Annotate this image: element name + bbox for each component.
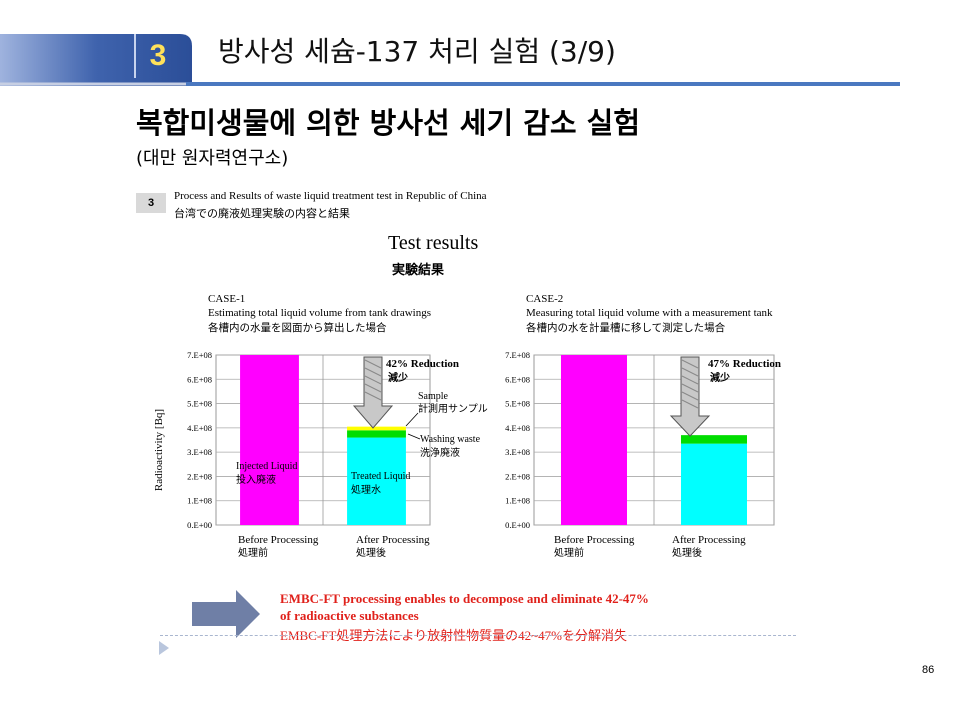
y-tick-label: 6.E+08 [505, 374, 530, 384]
reduction-label: 47% Reduction [708, 358, 781, 370]
y-tick-label: 1.E+08 [187, 496, 212, 506]
sample-label: Sample [418, 391, 449, 402]
case2-chart: 0.E+00 1.E+08 2.E+08 3.E+08 4.E+08 5.E+08 6.E+… [505, 350, 781, 559]
case2-title: CASE-2 [526, 293, 564, 305]
page-number: 86 [922, 664, 935, 676]
y-tick-label: 6.E+08 [187, 374, 212, 384]
right-arrow-icon [192, 590, 260, 638]
case2-desc-en: Measuring total liquid volume with a mea… [526, 307, 773, 319]
bar-washing-waste [681, 435, 747, 444]
figure-number-badge: 3 [136, 193, 166, 213]
play-arrow-icon [159, 641, 169, 655]
washing-label: Washing waste [420, 434, 481, 445]
y-tick-label: 0.E+00 [187, 520, 212, 530]
bar-treated-liquid [681, 443, 747, 525]
reduction-arrow [669, 356, 711, 437]
y-tick-label: 4.E+08 [187, 423, 212, 433]
reduction-label-jp: 減少 [710, 371, 730, 384]
case1-title: CASE-1 [208, 293, 246, 305]
y-tick-label: 5.E+08 [187, 399, 212, 409]
injected-label: Injected Liquid [236, 461, 297, 472]
page-title: 방사성 세슘-137 처리 실험 (3/9) [218, 35, 616, 68]
treated-label: Treated Liquid [351, 471, 410, 482]
y-tick-label: 5.E+08 [505, 399, 530, 409]
y-tick-label: 7.E+08 [505, 350, 530, 360]
subtitle: 복합미생물에 의한 방사선 세기 감소 실험 [136, 106, 641, 140]
y-tick-label: 4.E+08 [505, 423, 530, 433]
figure-caption-jp: 台湾での廃液処理実験の内容と結果 [174, 208, 350, 220]
y-tick-label: 0.E+00 [505, 520, 530, 530]
bar-injected-liquid [240, 355, 299, 525]
dashed-divider [160, 635, 796, 636]
header-rule [186, 82, 900, 86]
case1-desc-en: Estimating total liquid volume from tank… [208, 307, 432, 319]
reduction-label-jp: 減少 [388, 371, 408, 384]
figure-caption-en: Process and Results of waste liquid trea… [174, 190, 487, 202]
y-tick-label: 3.E+08 [505, 447, 530, 457]
case1-chart: Radioactivity [Bq] 0.E+00 1.E+08 2.E+08 3.E… [153, 350, 488, 559]
conclusion-line-2: of radioactive substances [280, 608, 419, 623]
figure-title-jp: 実験結果 [392, 263, 445, 278]
after-label-jp: 処理後 [356, 546, 386, 559]
before-label-jp: 処理前 [238, 546, 268, 559]
y-tick-label: 3.E+08 [187, 447, 212, 457]
reduction-label: 42% Reduction [386, 358, 459, 370]
reduction-arrow [352, 356, 394, 429]
bar-washing-waste [347, 430, 406, 438]
figure-title: Test results [388, 232, 479, 254]
bar-treated-liquid [347, 437, 406, 525]
y-tick-label: 2.E+08 [187, 471, 212, 481]
conclusion-line-1: EMBC-FT processing enables to decompose … [280, 591, 649, 606]
before-label: Before Processing [554, 534, 635, 546]
y-tick-label: 2.E+08 [505, 471, 530, 481]
treated-label-jp: 処理水 [351, 483, 381, 496]
before-label: Before Processing [238, 534, 319, 546]
header-separator [134, 34, 136, 78]
after-label: After Processing [672, 534, 746, 546]
washing-label-jp: 洗浄廃液 [420, 446, 460, 459]
y-axis-label: Radioactivity [Bq] [153, 409, 165, 491]
y-tick-label: 1.E+08 [505, 496, 530, 506]
bar-injected-liquid [561, 355, 627, 525]
y-tick-label: 7.E+08 [187, 350, 212, 360]
case1-desc-jp: 各槽内の水量を図面から算出した場合 [208, 322, 387, 334]
bar-sample [347, 426, 406, 431]
institute-label: (대만 원자력연구소) [136, 148, 289, 169]
slide-number-badge: 3 [149, 39, 167, 72]
injected-label-jp: 投入廃液 [236, 473, 276, 486]
case2-desc-jp: 各槽内の水を計量槽に移して測定した場合 [526, 322, 726, 334]
after-label-jp: 処理後 [672, 546, 702, 559]
sample-label-jp: 計測用サンプル [418, 402, 488, 415]
before-label-jp: 処理前 [554, 546, 584, 559]
header-banner [0, 34, 192, 86]
after-label: After Processing [356, 534, 430, 546]
